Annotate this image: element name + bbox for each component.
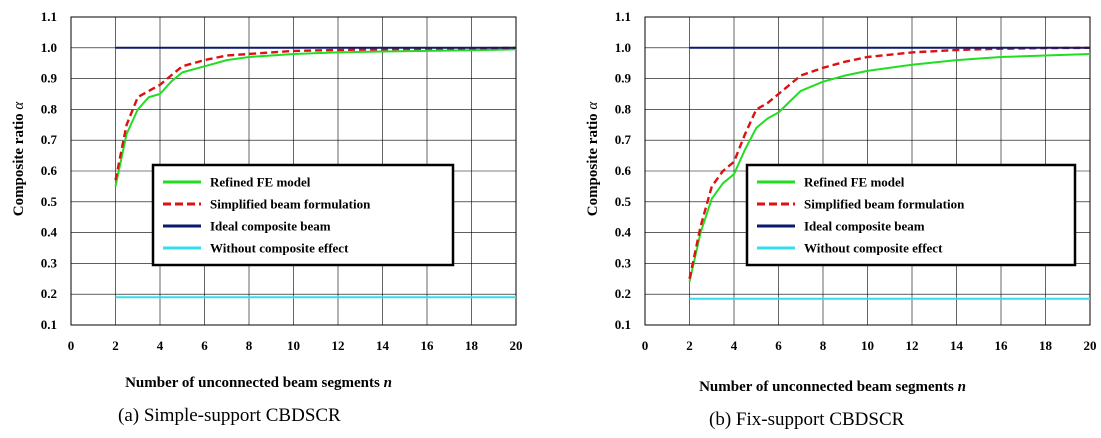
x-tick-label: 16 <box>995 338 1009 353</box>
x-tick-label: 6 <box>775 338 782 353</box>
x-tick-label: 10 <box>287 338 300 353</box>
y-tick-label: 0.3 <box>41 255 58 270</box>
y-tick-label: 0.2 <box>615 286 631 301</box>
y-tick-label: 0.5 <box>615 194 632 209</box>
x-tick-label: 0 <box>68 338 75 353</box>
x-tick-label: 16 <box>421 338 435 353</box>
x-tick-label: 12 <box>906 338 919 353</box>
y-tick-label: 1.0 <box>41 40 57 55</box>
y-tick-label: 0.7 <box>615 132 632 147</box>
legend-label: Simplified beam formulation <box>804 197 965 212</box>
x-tick-label: 10 <box>861 338 874 353</box>
y-tick-label: 1.1 <box>41 9 57 24</box>
y-tick-label: 0.3 <box>615 255 632 270</box>
chart-panel-b: 0 2 4 6 8 10 12 14 16 18 20 0.1 0.2 0.3 0.4 0.5 0.6 0.7 0.… <box>585 9 1097 430</box>
y-tick-label: 1.0 <box>615 40 631 55</box>
x-tick-label: 0 <box>642 338 649 353</box>
y-axis-label: Composite ratio α <box>11 101 27 217</box>
x-tick-label: 20 <box>1084 338 1097 353</box>
y-tick-label: 0.7 <box>41 132 58 147</box>
y-tick-label: 0.6 <box>615 163 632 178</box>
y-tick-label: 0.5 <box>41 194 58 209</box>
y-tick-label: 0.1 <box>41 317 57 332</box>
x-tick-label: 14 <box>950 338 964 353</box>
y-tick-label: 0.9 <box>41 71 58 86</box>
y-tick-label: 0.8 <box>615 101 632 116</box>
x-tick-label: 6 <box>201 338 208 353</box>
x-axis-label: Number of unconnected beam segments n <box>699 379 966 395</box>
legend-label: Refined FE model <box>804 175 905 190</box>
x-tick-label: 2 <box>112 338 119 353</box>
legend-label: Refined FE model <box>210 175 311 190</box>
panel-caption: (a) Simple-support CBDSCR <box>118 405 341 426</box>
legend: Refined FE model Simplified beam formulat… <box>745 163 1077 267</box>
x-tick-label: 8 <box>820 338 827 353</box>
x-tick-label: 14 <box>376 338 390 353</box>
x-tick-label: 18 <box>465 338 479 353</box>
y-tick-label: 0.6 <box>41 163 58 178</box>
x-axis-label: Number of unconnected beam segments n <box>125 375 392 391</box>
legend-label: Without composite effect <box>804 241 943 256</box>
series-line-refined-fe-model <box>688 53 1091 283</box>
x-tick-label: 8 <box>246 338 253 353</box>
legend: Refined FE model Simplified beam formulat… <box>151 163 455 267</box>
legend-label: Without composite effect <box>210 241 349 256</box>
y-tick-label: 0.2 <box>41 286 57 301</box>
y-tick-label: 0.8 <box>41 101 58 116</box>
legend-box <box>745 163 1077 267</box>
x-tick-label: 4 <box>157 338 164 353</box>
y-tick-label: 0.1 <box>615 317 631 332</box>
series-line-simplified-beam-formulation <box>688 46 1091 280</box>
legend-box <box>151 163 455 267</box>
x-tick-label: 20 <box>510 338 523 353</box>
series-line-simplified-beam-formulation <box>114 46 517 181</box>
chart-panel-a: 0 2 4 6 8 10 12 14 16 18 20 0.1 0.2 0.3 0.4 0.5 0.6 0.7 0.… <box>11 9 523 426</box>
legend-label: Ideal composite beam <box>210 219 331 234</box>
y-tick-label: 0.9 <box>615 71 632 86</box>
x-tick-label: 4 <box>731 338 738 353</box>
x-tick-label: 18 <box>1039 338 1053 353</box>
panel-caption: (b) Fix-support CBDSCR <box>709 409 905 430</box>
x-tick-label: 2 <box>686 338 693 353</box>
x-tick-label: 12 <box>332 338 345 353</box>
legend-label: Simplified beam formulation <box>210 197 371 212</box>
y-tick-label: 0.4 <box>41 225 58 240</box>
legend-label: Ideal composite beam <box>804 219 925 234</box>
y-tick-label: 0.4 <box>615 225 632 240</box>
y-axis-label: Composite ratio α <box>585 101 601 217</box>
y-tick-label: 1.1 <box>615 9 631 24</box>
series-line-refined-fe-model <box>114 48 517 187</box>
